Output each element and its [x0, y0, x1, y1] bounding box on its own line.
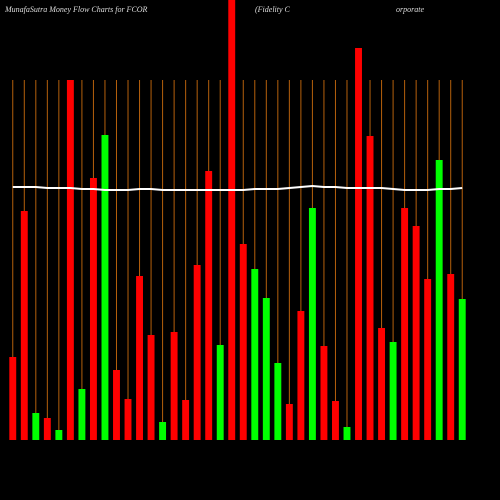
bar	[308, 208, 316, 440]
bar	[424, 279, 432, 440]
bar	[389, 342, 397, 440]
bar	[32, 413, 40, 440]
bar	[366, 136, 374, 440]
line	[12, 184, 463, 191]
bar	[20, 211, 28, 440]
bar	[124, 399, 132, 440]
bar	[136, 276, 143, 440]
bar	[170, 332, 178, 440]
bar	[285, 404, 293, 440]
chart-annotation: orporate	[396, 5, 424, 14]
bar	[89, 178, 97, 440]
bar	[43, 418, 51, 440]
bar	[297, 311, 305, 440]
bar	[447, 274, 455, 440]
bar	[159, 422, 167, 440]
bar	[239, 244, 247, 440]
bar	[205, 171, 213, 440]
bar	[458, 299, 466, 440]
chart-subtitle: (Fidelity C	[255, 5, 291, 14]
bar	[435, 160, 443, 440]
bar	[332, 401, 339, 440]
bar	[78, 389, 86, 440]
bar	[193, 265, 201, 440]
bar	[412, 226, 420, 440]
bar	[262, 298, 270, 440]
bar	[147, 335, 155, 440]
bar	[320, 346, 328, 440]
bar	[251, 269, 259, 440]
bar	[182, 400, 190, 440]
bar	[355, 48, 362, 440]
bar	[216, 345, 224, 440]
bar	[378, 328, 386, 440]
bar	[228, 0, 236, 440]
bar	[343, 427, 351, 440]
bar	[66, 80, 74, 440]
bar	[9, 357, 17, 440]
bar	[113, 370, 120, 440]
chart-title: MunafaSutra Money Flow Charts for FCOR	[4, 5, 148, 14]
bar	[101, 135, 109, 440]
bar	[55, 430, 63, 440]
bar	[401, 208, 409, 440]
bar	[274, 363, 282, 440]
